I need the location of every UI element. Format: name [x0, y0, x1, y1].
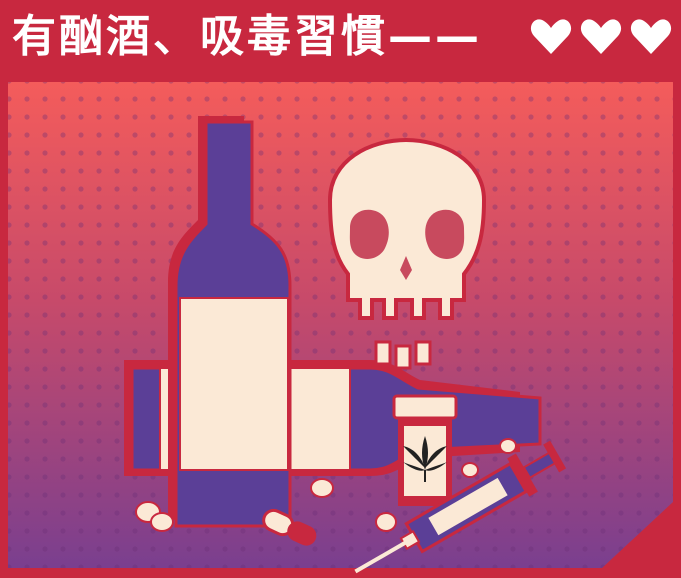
heart-icon — [580, 19, 622, 54]
heart-icon — [530, 19, 572, 54]
dot-pattern — [8, 82, 673, 568]
pills — [135, 438, 517, 532]
capsule — [262, 508, 317, 546]
page-title: 有酗酒、吸毒習慣—— — [12, 11, 482, 62]
syringe — [354, 440, 567, 574]
addiction-illustration — [0, 74, 681, 578]
heart-icon — [630, 19, 672, 54]
skull — [327, 137, 487, 370]
header-bar: 有酗酒、吸毒習慣—— — [0, 0, 681, 74]
cannabis-leaf-icon — [403, 436, 447, 482]
hearts-row — [529, 16, 673, 56]
pill-jar — [392, 394, 458, 506]
standing-bottle — [168, 116, 292, 528]
